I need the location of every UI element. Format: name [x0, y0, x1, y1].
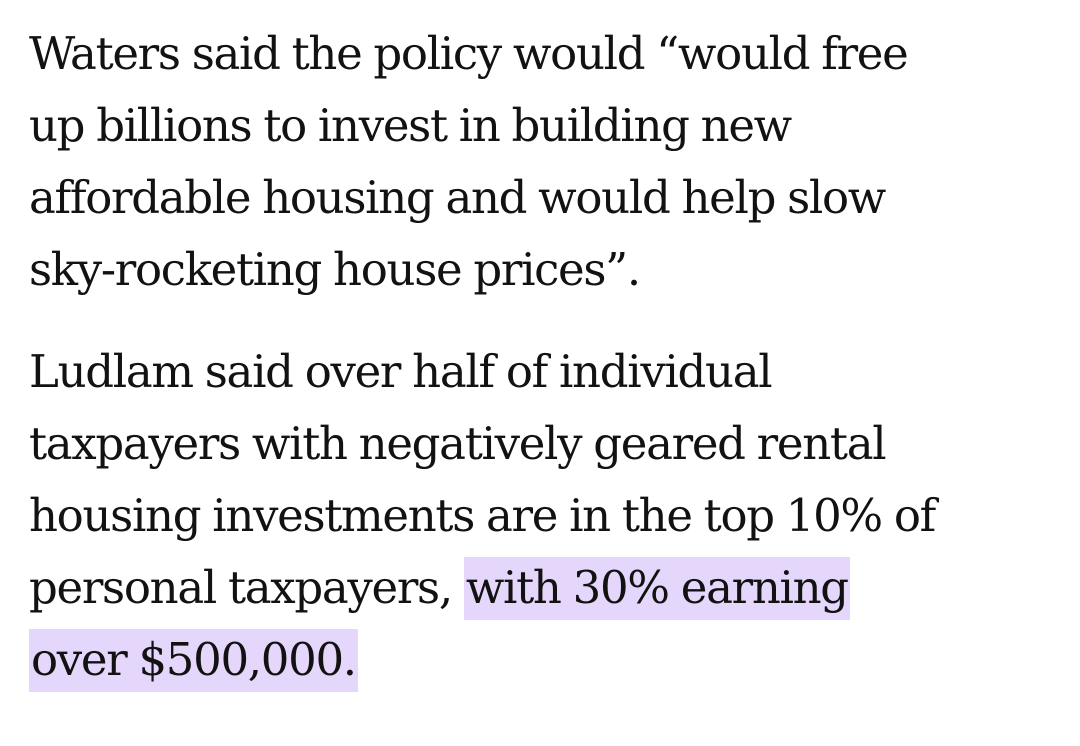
text-line: sky-rocketing house prices”.: [29, 243, 641, 296]
article-body: Waters said the policy would “would free…: [29, 18, 1059, 696]
paragraph-waters-quote: Waters said the policy would “would free…: [29, 18, 1059, 306]
highlighted-text[interactable]: with 30% earning: [463, 557, 850, 620]
text-line: affordable housing and would help slow: [29, 171, 886, 224]
text-line: housing investments are in the top 10% o…: [29, 489, 936, 542]
text-line: up billions to invest in building new: [29, 99, 792, 152]
text-line: Waters said the policy would “would free: [29, 27, 909, 80]
text-line: Ludlam said over half of individual: [29, 345, 773, 398]
plain-text-segment: personal taxpayers,: [29, 561, 464, 614]
paragraph-ludlam-statistics: Ludlam said over half of individual taxp…: [29, 336, 1059, 696]
text-line: personal taxpayers, with 30% earning: [29, 552, 1059, 624]
text-line: taxpayers with negatively geared rental: [29, 417, 887, 470]
highlighted-text[interactable]: over $500,000.: [29, 629, 358, 692]
text-line: over $500,000.: [29, 624, 1059, 696]
